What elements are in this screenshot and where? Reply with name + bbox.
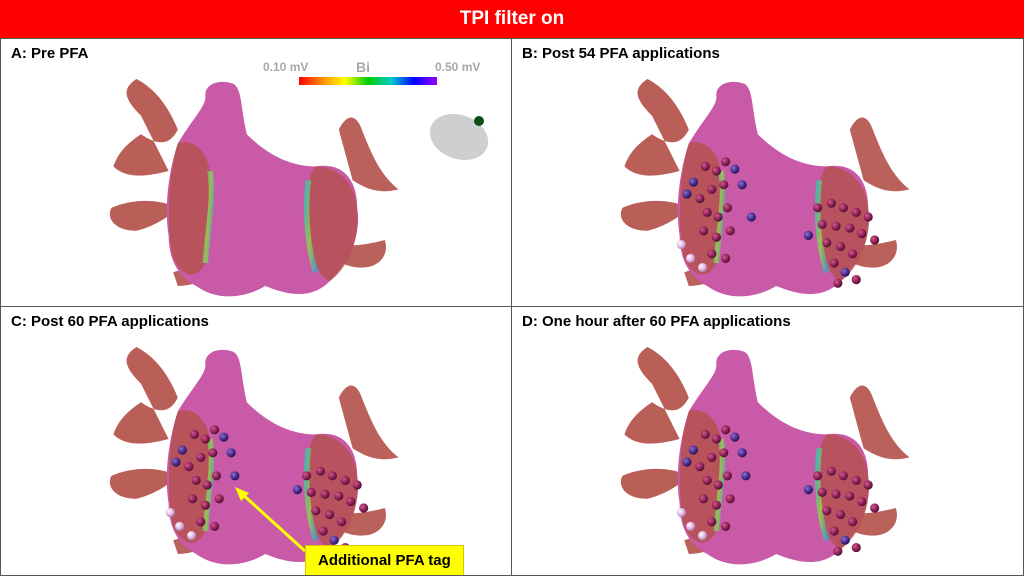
- figure-banner: TPI filter on: [0, 0, 1024, 38]
- colorbar-max-label: 0.50 mV: [435, 60, 481, 74]
- pfa-tags-right: [803, 198, 880, 288]
- callout-arrow: [235, 487, 307, 553]
- panel-c-title: C: Post 60 PFA applications: [11, 313, 209, 330]
- colorbar-min-label: 0.10 mV: [263, 60, 309, 74]
- atrial-voltage-map: [602, 79, 932, 307]
- banner-title: TPI filter on: [459, 8, 565, 29]
- pfa-tags-left: [165, 425, 240, 541]
- atrial-voltage-map: [91, 79, 421, 307]
- pfa-tags-left: [676, 425, 751, 541]
- colorbar-mode-label: Bi: [356, 59, 370, 75]
- colorbar-gradient: [299, 77, 437, 85]
- panel-c: C: Post 60 PFA applications: [0, 306, 512, 576]
- pfa-tags-left: [676, 157, 756, 273]
- atrial-voltage-map: [602, 347, 932, 576]
- additional-pfa-tag-callout: Additional PFA tag: [305, 545, 464, 575]
- pfa-tags-right: [803, 466, 880, 556]
- panel-b-title: B: Post 54 PFA applications: [522, 45, 720, 62]
- panel-d-title: D: One hour after 60 PFA applications: [522, 313, 791, 330]
- orientation-ellipse-icon: [429, 113, 489, 161]
- panel-d: D: One hour after 60 PFA applications: [511, 306, 1024, 576]
- voltage-colorbar: 0.10 mV Bi 0.50 mV: [263, 59, 493, 100]
- panel-a-title: A: Pre PFA: [11, 45, 89, 62]
- panel-grid: A: Pre PFA 0.10 mV Bi 0.50 mV B: Post 54…: [0, 38, 1024, 576]
- panel-a: A: Pre PFA 0.10 mV Bi 0.50 mV: [0, 38, 512, 307]
- atrial-voltage-map: [91, 347, 421, 576]
- panel-b: B: Post 54 PFA applications: [511, 38, 1024, 307]
